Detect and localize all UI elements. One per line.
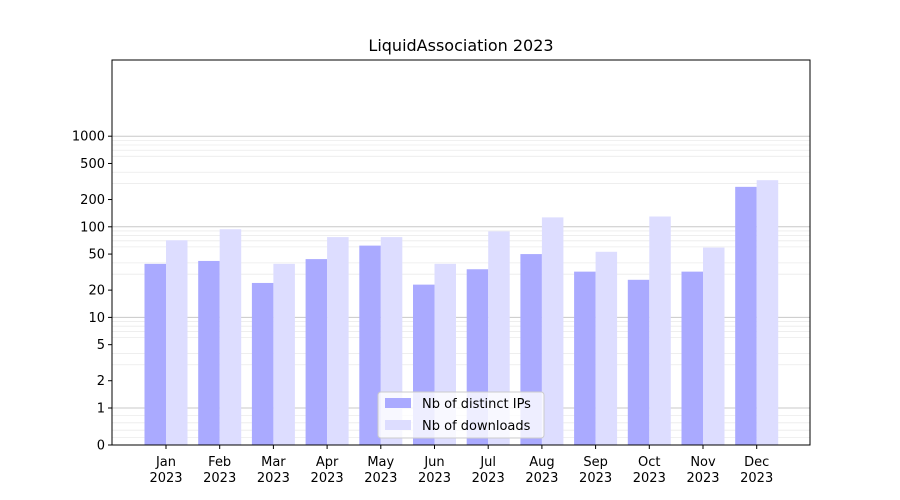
bar-downloads [219, 229, 242, 445]
y-tick-label: 0 [97, 439, 105, 454]
x-tick-label-month: Jul [479, 455, 496, 470]
legend-swatch-downloads [385, 420, 411, 430]
y-tick-label: 200 [80, 193, 105, 208]
x-tick-label-month: Nov [690, 455, 716, 470]
x-tick-label-month: Mar [261, 455, 286, 470]
x-tick-label-year: 2023 [579, 471, 612, 486]
y-tick-label: 5 [97, 338, 105, 353]
y-tick-label: 1000 [72, 130, 105, 145]
bar-downloads [541, 217, 564, 445]
y-tick-label: 50 [88, 248, 105, 263]
bar-distinct-ips [251, 282, 274, 445]
bar-downloads [595, 251, 618, 445]
y-tick-label: 20 [88, 284, 105, 299]
x-tick-label-month: Jan [155, 455, 176, 470]
x-tick-label-month: Feb [208, 455, 231, 470]
x-tick-label-month: May [367, 455, 394, 470]
bar-distinct-ips [144, 263, 166, 445]
x-tick-label-month: Apr [316, 455, 339, 470]
bar-distinct-ips [735, 186, 757, 445]
y-tick-label: 500 [80, 157, 105, 172]
x-tick-label-month: Dec [744, 455, 769, 470]
x-tick-label-month: Oct [638, 455, 660, 470]
x-tick-label-year: 2023 [525, 471, 558, 486]
bar-distinct-ips [574, 271, 596, 445]
bar-distinct-ips [305, 259, 328, 445]
legend: Nb of distinct IPs Nb of downloads [377, 391, 545, 439]
bar-downloads [649, 216, 671, 445]
y-tick-label: 1 [97, 402, 105, 417]
x-tick-label-month: Sep [583, 455, 608, 470]
bar-downloads [703, 247, 725, 445]
x-tick-label-year: 2023 [149, 471, 182, 486]
x-tick-label-year: 2023 [686, 471, 719, 486]
y-tick-label: 10 [88, 311, 105, 326]
legend-swatch-distinct-ips [385, 398, 411, 408]
x-tick-label-month: Aug [529, 455, 554, 470]
x-axis: Jan2023Feb2023Mar2023Apr2023May2023Jun20… [149, 445, 773, 486]
x-tick-label-year: 2023 [633, 471, 666, 486]
y-tick-label: 100 [80, 220, 105, 235]
bar-distinct-ips [359, 245, 381, 445]
y-tick-label: 2 [97, 374, 105, 389]
legend-label-downloads: Nb of downloads [422, 419, 531, 434]
x-tick-label-year: 2023 [203, 471, 236, 486]
x-tick-label-year: 2023 [257, 471, 290, 486]
x-tick-label-year: 2023 [740, 471, 773, 486]
x-tick-label-year: 2023 [311, 471, 344, 486]
x-tick-label-month: Jun [423, 455, 444, 470]
legend-box [377, 391, 545, 439]
legend-label-distinct-ips: Nb of distinct IPs [422, 397, 531, 412]
bar-distinct-ips [681, 271, 703, 445]
bar-downloads [166, 240, 188, 445]
bar-distinct-ips [198, 260, 220, 445]
bar-downloads [756, 180, 779, 445]
chart-title: LiquidAssociation 2023 [368, 36, 553, 55]
bar-downloads [273, 263, 295, 445]
bar-distinct-ips [627, 279, 650, 445]
bar-downloads [327, 237, 349, 445]
x-tick-label-year: 2023 [472, 471, 505, 486]
x-tick-label-year: 2023 [364, 471, 397, 486]
y-axis: 0 1 2 5 10 20 50 100 200 500 1000 [72, 130, 112, 454]
x-tick-label-year: 2023 [418, 471, 451, 486]
plot-frame [111, 59, 811, 446]
